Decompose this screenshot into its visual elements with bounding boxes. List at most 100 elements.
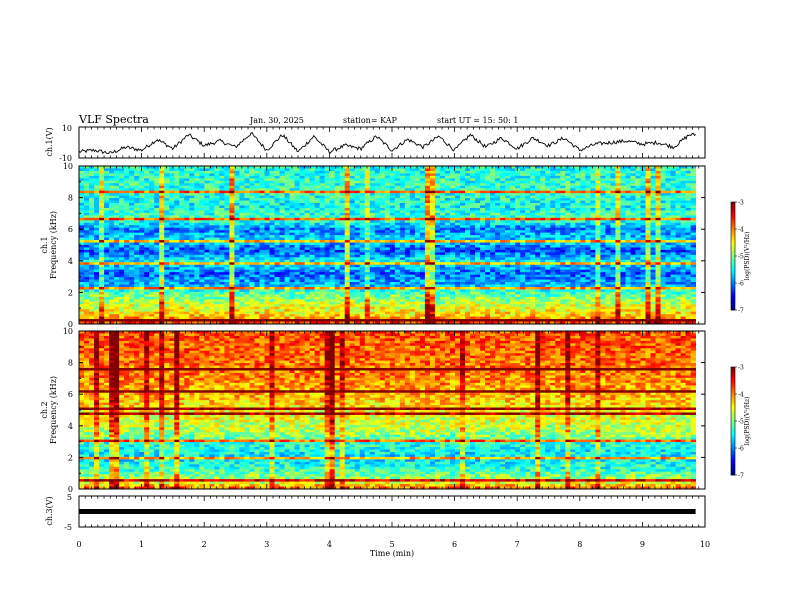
spectrogram-cell: [314, 170, 321, 174]
spectrogram-cell: [209, 193, 215, 197]
spectrogram-cell: [239, 205, 245, 209]
spectrogram-cell: [480, 254, 486, 258]
spectrogram-cell: [334, 235, 341, 238]
spectrogram-cell: [304, 195, 310, 199]
spectrogram-cell: [515, 200, 521, 204]
spectrogram-cell: [530, 180, 536, 184]
spectrogram-cell: [389, 252, 396, 256]
spectrogram-cell: [209, 257, 215, 261]
spectrogram-cell: [349, 207, 356, 211]
spectrogram-cell: [495, 259, 501, 263]
spectrogram-cell: [279, 198, 285, 201]
spectrogram-cell: [670, 242, 676, 246]
spectrogram-cell: [179, 195, 185, 199]
spectrogram-cell: [94, 227, 100, 231]
spectrogram-cell: [344, 247, 351, 251]
spectrogram-cell: [154, 203, 160, 206]
spectrogram-cell: [214, 262, 220, 266]
spectrogram-cell: [184, 247, 190, 251]
spectrogram-cell: [630, 185, 636, 189]
spectrogram-cell: [239, 207, 245, 211]
spectrogram-cell: [414, 195, 421, 199]
spectrogram-cell: [169, 175, 175, 179]
spectrogram-cell: [184, 200, 190, 204]
spectrogram-cell: [625, 166, 631, 169]
spectrogram-cell: [94, 170, 100, 174]
spectrogram-cell: [164, 230, 170, 234]
spectrogram-cell: [630, 262, 636, 266]
spectrogram-cell: [419, 247, 426, 251]
spectrogram-cell: [354, 185, 361, 189]
spectrogram-cell: [189, 195, 195, 199]
spectrogram-cell: [154, 207, 160, 211]
spectrogram-cell: [284, 235, 290, 238]
spectrogram-cell: [485, 188, 491, 192]
spectrogram-cell: [530, 230, 536, 234]
spectrogram-cell: [650, 252, 656, 256]
spectrogram-cell: [344, 173, 351, 177]
spectrogram-cell: [229, 180, 235, 184]
spectrogram-cell: [670, 227, 676, 231]
spectrogram-cell: [615, 178, 621, 182]
spectrogram-cell: [389, 220, 396, 224]
spectrogram-cell: [184, 249, 190, 253]
spectrogram-cell: [439, 175, 446, 179]
spectrogram-cell: [394, 230, 401, 234]
spectrogram-cell: [540, 207, 546, 211]
spectrogram-cell: [399, 203, 406, 206]
spectrogram-cell: [409, 175, 416, 179]
spectrogram-cell: [655, 220, 661, 224]
spectrogram-cell: [199, 259, 205, 263]
spectrogram-cell: [394, 249, 401, 253]
spectrogram-cell: [465, 190, 471, 194]
spectrogram-cell: [615, 225, 621, 229]
spectrogram-cell: [495, 193, 501, 197]
spectrogram-cell: [244, 240, 250, 243]
spectrogram-cell: [409, 232, 416, 236]
spectrogram-cell: [500, 225, 506, 229]
spectrogram-cell: [630, 168, 636, 172]
spectrogram-cell: [635, 210, 641, 214]
spectrogram-cell: [545, 225, 551, 229]
spectrogram-cell: [339, 249, 346, 253]
spectrogram-cell: [545, 262, 551, 266]
spectrogram-cell: [374, 230, 381, 234]
spectrogram-cell: [625, 193, 631, 197]
spectrogram-cell: [169, 170, 175, 174]
spectrogram-cell: [144, 180, 150, 184]
spectrogram-cell: [324, 222, 331, 226]
spectrogram-cell: [164, 217, 170, 221]
spectrogram-cell: [575, 252, 581, 256]
spectrogram-cell: [485, 240, 491, 243]
spectrogram-cell: [169, 220, 175, 224]
spectrogram-cell: [389, 200, 396, 204]
spectrogram-cell: [89, 185, 95, 189]
spectrogram-cell: [545, 252, 551, 256]
spectrogram-cell: [439, 257, 446, 261]
spectrogram-cell: [665, 252, 671, 256]
spectrogram-cell: [635, 222, 641, 226]
spectrogram-cell: [114, 242, 120, 246]
spectrogram-cell: [555, 198, 561, 201]
spectrogram-cell: [465, 198, 471, 201]
spectrogram-cell: [239, 230, 245, 234]
spectrogram-cell: [379, 242, 386, 246]
spectrogram-cell: [319, 232, 326, 236]
spectrogram-cell: [194, 198, 200, 201]
spectrogram-cell: [214, 240, 220, 243]
spectrogram-cell: [470, 237, 476, 241]
spectrogram-cell: [119, 188, 125, 192]
spectrogram-cell: [104, 245, 110, 248]
spectrogram-cell: [515, 175, 521, 179]
spectrogram-cell: [109, 232, 115, 236]
spectrogram-cell: [615, 254, 621, 258]
spectrogram-cell: [234, 212, 240, 216]
spectrogram-cell: [239, 217, 245, 221]
spectrogram-cell: [114, 195, 120, 199]
spectrogram-cell: [144, 235, 150, 238]
spectrogram-cell: [500, 220, 506, 224]
spectrogram-cell: [214, 207, 220, 211]
spectrogram-cell: [475, 262, 481, 266]
spectrogram-cell: [379, 240, 386, 243]
spectrogram-cell: [84, 227, 90, 231]
